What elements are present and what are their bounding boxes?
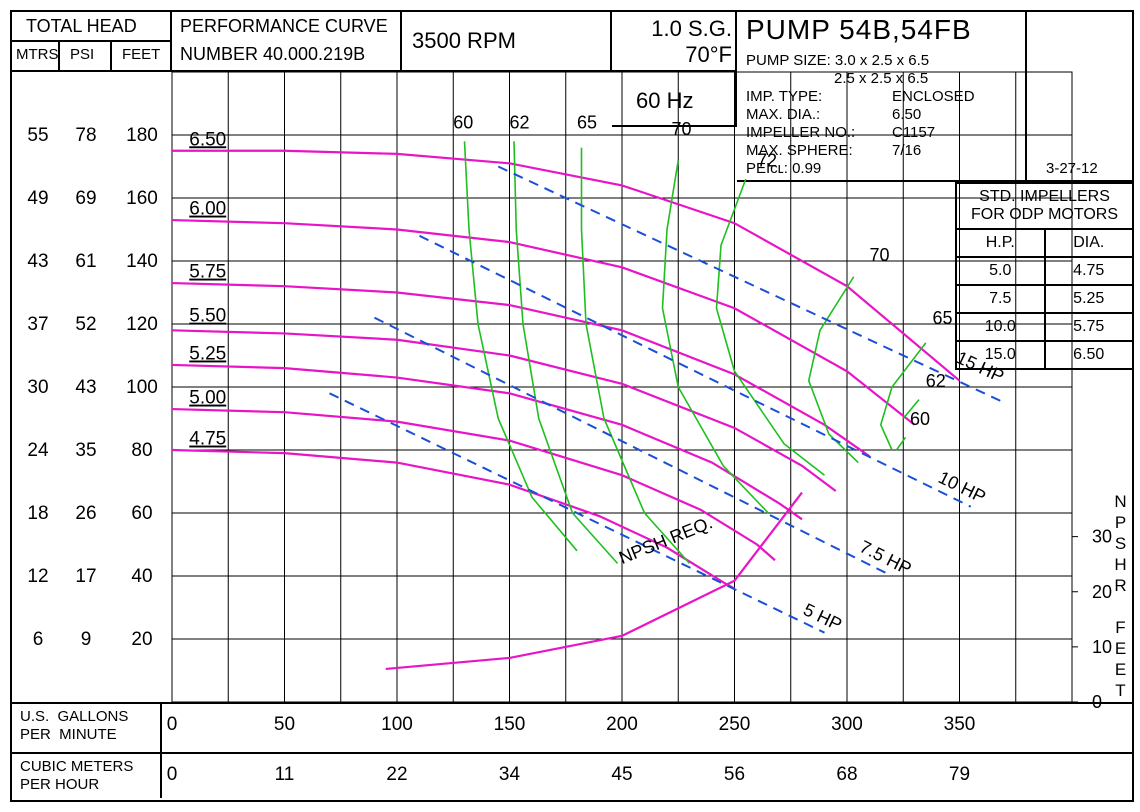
svg-text:5.50: 5.50 [189,306,226,327]
svg-text:5 HP: 5 HP [800,599,845,634]
svg-text:9: 9 [81,629,92,650]
svg-text:100: 100 [381,714,413,735]
svg-text:0: 0 [1092,692,1102,712]
svg-text:34: 34 [499,764,521,785]
svg-text:52: 52 [75,314,96,335]
svg-text:43: 43 [75,377,96,398]
svg-text:180: 180 [126,125,158,146]
svg-text:7.5 HP: 7.5 HP [856,536,914,578]
svg-text:6.00: 6.00 [189,199,226,220]
svg-text:20: 20 [131,629,152,650]
svg-text:65: 65 [577,113,597,133]
svg-text:20: 20 [1092,582,1112,602]
svg-text:200: 200 [606,714,638,735]
svg-text:0: 0 [167,764,178,785]
svg-text:69: 69 [75,188,96,209]
svg-text:40: 40 [131,566,152,587]
svg-text:37: 37 [27,314,48,335]
svg-text:10: 10 [1092,637,1112,657]
svg-text:80: 80 [131,440,152,461]
svg-text:70: 70 [672,119,692,139]
svg-text:70: 70 [870,245,890,265]
svg-text:61: 61 [75,251,96,272]
svg-text:5.25: 5.25 [189,344,226,365]
svg-text:72: 72 [757,151,777,171]
svg-text:50: 50 [274,714,295,735]
svg-text:350: 350 [944,714,976,735]
pump-curve-chart: 5578180496916043611403752120304310024358… [12,12,1132,800]
svg-text:78: 78 [75,125,96,146]
svg-text:15 HP: 15 HP [953,347,1007,386]
svg-text:0: 0 [167,714,178,735]
svg-text:150: 150 [494,714,526,735]
svg-text:6.50: 6.50 [189,129,226,150]
svg-text:79: 79 [949,764,970,785]
svg-text:160: 160 [126,188,158,209]
svg-text:60: 60 [910,409,930,429]
svg-text:62: 62 [926,371,946,391]
svg-text:11: 11 [275,764,295,785]
svg-text:140: 140 [126,251,158,272]
svg-text:26: 26 [75,503,96,524]
svg-text:56: 56 [724,764,745,785]
svg-text:55: 55 [27,125,48,146]
svg-text:250: 250 [719,714,751,735]
svg-text:35: 35 [75,440,96,461]
svg-text:NPSH REQ.: NPSH REQ. [616,512,715,568]
svg-text:5.00: 5.00 [189,388,226,409]
svg-text:12: 12 [27,566,48,587]
svg-text:60: 60 [131,503,152,524]
svg-text:30: 30 [1092,527,1112,547]
svg-text:100: 100 [126,377,158,398]
svg-text:10 HP: 10 HP [935,467,989,507]
svg-text:18: 18 [27,503,48,524]
svg-text:65: 65 [933,308,953,328]
svg-text:30: 30 [27,377,48,398]
svg-text:4.75: 4.75 [189,429,226,450]
svg-text:17: 17 [75,566,96,587]
svg-text:68: 68 [836,764,857,785]
svg-text:62: 62 [510,113,530,133]
svg-text:45: 45 [611,764,632,785]
svg-text:300: 300 [831,714,863,735]
svg-text:49: 49 [27,188,48,209]
svg-text:6: 6 [33,629,44,650]
svg-text:120: 120 [126,314,158,335]
svg-text:24: 24 [27,440,49,461]
svg-text:5.75: 5.75 [189,262,226,283]
svg-text:43: 43 [27,251,48,272]
svg-text:22: 22 [386,764,407,785]
svg-text:60: 60 [453,113,473,133]
